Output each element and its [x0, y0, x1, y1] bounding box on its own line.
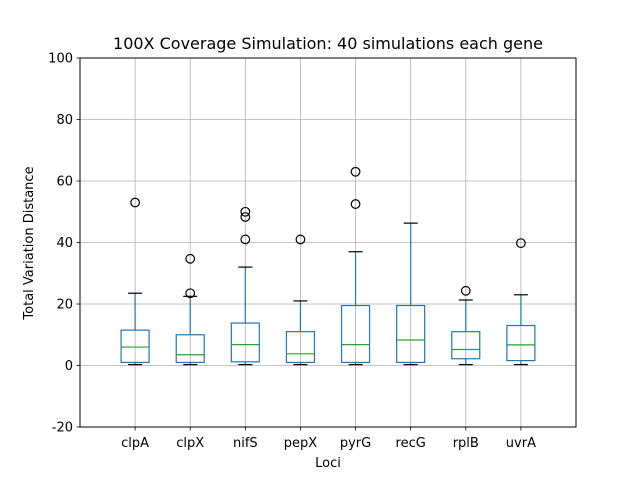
box-group-nifS	[230, 206, 260, 366]
box-group-pepX	[285, 234, 316, 366]
y-tick-label: 40	[56, 236, 73, 251]
box-layer	[120, 166, 536, 366]
iqr-box	[506, 324, 536, 362]
box-group-rplB	[451, 285, 481, 366]
iqr-box	[285, 331, 316, 364]
y-tick-label: 0	[65, 359, 73, 374]
y-tick-label: 80	[56, 113, 73, 128]
outlier-point	[240, 206, 251, 217]
box-group-recG	[396, 222, 426, 366]
outlier-point	[185, 288, 196, 299]
iqr-box	[175, 334, 205, 364]
x-tick-label: uvrA	[506, 436, 536, 451]
x-tick-label: clpX	[176, 436, 204, 451]
box-group-clpX	[175, 253, 205, 366]
outlier-point	[240, 234, 251, 245]
y-tick-label: 20	[56, 298, 73, 313]
x-tick-label: nifS	[233, 436, 258, 451]
box-group-uvrA	[506, 238, 536, 366]
iqr-box	[340, 304, 371, 364]
x-tick-label: rplB	[453, 436, 479, 451]
y-tick-label: -20	[52, 421, 73, 436]
outlier-point	[130, 197, 141, 208]
iqr-box	[230, 322, 260, 363]
x-tick-label: pyrG	[340, 436, 371, 451]
outlier-point	[515, 238, 526, 249]
iqr-box	[396, 304, 426, 364]
x-tick-label: recG	[396, 436, 426, 451]
iqr-box	[120, 329, 150, 364]
y-tick-label: 60	[56, 175, 73, 190]
box-group-pyrG	[340, 166, 371, 366]
x-axis-label: Loci	[315, 456, 341, 471]
y-axis-label: Total Variation Distance	[22, 166, 37, 320]
iqr-box	[451, 331, 481, 360]
box-group-clpA	[120, 197, 150, 366]
y-tick-label: 100	[48, 52, 73, 67]
outlier-point	[350, 166, 361, 177]
outlier-point	[240, 212, 251, 222]
outlier-point	[350, 199, 361, 209]
x-tick-label: clpA	[121, 436, 149, 451]
outlier-point	[460, 285, 471, 296]
tick-layer: -20 0 20 40 60 80 100 clpA clpX nifS pepX pyrG recG r…	[48, 52, 536, 452]
x-tick-label: pepX	[284, 436, 318, 451]
outlier-point	[295, 234, 306, 245]
chart-title: 100X Coverage Simulation: 40 simulations…	[113, 34, 543, 53]
grid-layer	[80, 57, 576, 428]
outlier-point	[185, 253, 196, 264]
